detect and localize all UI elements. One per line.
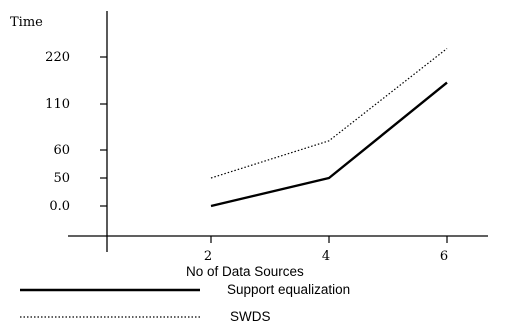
y-tick-label: 0.0: [49, 199, 70, 214]
x-tick-label: 2: [204, 249, 212, 264]
y-tick-label: 50: [53, 171, 70, 186]
y-tick-label: 110: [45, 97, 70, 112]
x-axis-ticks: 2 4 6: [204, 236, 448, 264]
series-line-swds: [210, 48, 448, 179]
x-tick-label: 6: [440, 249, 448, 264]
legend: Support equalization SWDS: [20, 282, 350, 323]
legend-label-support-equalization: Support equalization: [227, 282, 350, 297]
x-axis-title: No of Data Sources: [186, 264, 304, 279]
series-line-support-equalization: [210, 81, 448, 208]
y-axis-ticks: 0.0 50 60 110 220: [45, 50, 107, 214]
y-tick-label: 220: [45, 50, 70, 65]
legend-label-swds: SWDS: [230, 309, 271, 323]
x-tick-label: 4: [322, 249, 330, 264]
y-axis-title: Time: [10, 15, 43, 30]
series-group: [210, 48, 448, 208]
y-tick-label: 60: [53, 143, 70, 158]
